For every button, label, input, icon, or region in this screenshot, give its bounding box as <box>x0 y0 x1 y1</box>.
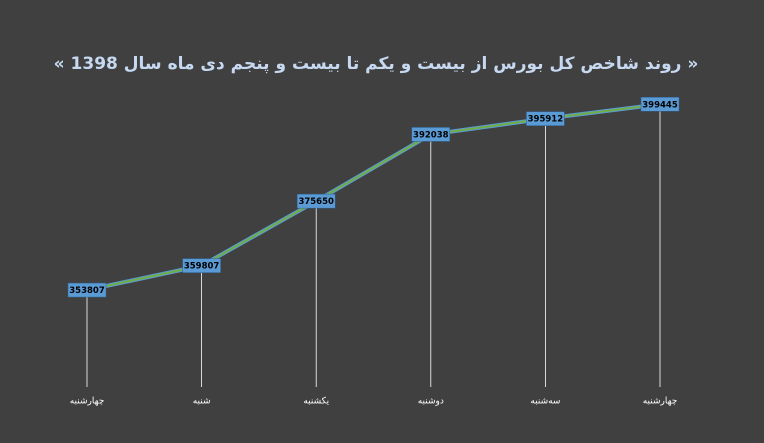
data-label: 375650 <box>298 197 334 207</box>
data-label-box <box>182 258 221 273</box>
x-tick-label: شنبه <box>193 397 211 407</box>
data-label: 392038 <box>413 130 449 140</box>
data-label: 395912 <box>528 115 564 125</box>
data-label: 399445 <box>642 100 678 110</box>
data-label-box <box>296 193 336 209</box>
x-tick-label: چهارشنبه <box>70 397 105 407</box>
data-label-box <box>411 127 451 142</box>
chart-title: « روند شاخص کل بورس از بیست و یکم تا بیس… <box>54 54 699 74</box>
x-tick-label: سه‌شنبه <box>530 397 560 407</box>
data-label-box <box>526 111 565 126</box>
data-label-box <box>640 97 680 112</box>
data-label-box <box>67 282 107 298</box>
data-label: 353807 <box>69 286 105 296</box>
data-label: 359807 <box>184 262 220 272</box>
x-tick-label: چهارشنبه <box>643 397 678 407</box>
x-tick-label: دوشنبه <box>418 397 444 407</box>
x-tick-label: یکشنبه <box>303 397 329 407</box>
